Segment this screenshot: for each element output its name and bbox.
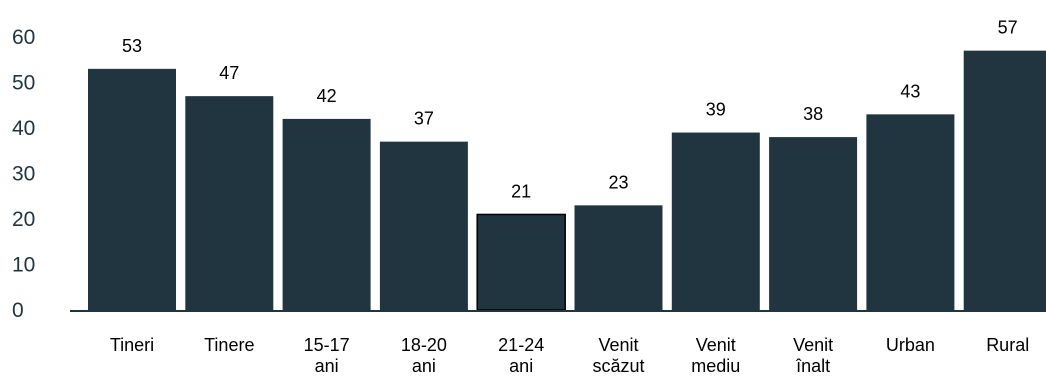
data-label: 57 <box>998 18 1018 38</box>
bar <box>88 68 176 310</box>
x-tick-label: Tinere <box>204 335 254 355</box>
y-tick-label: 40 <box>12 117 35 140</box>
bar <box>671 132 760 310</box>
data-labels: 53 47 42 37 21 23 39 38 43 57 <box>122 18 1018 202</box>
bar <box>185 96 274 311</box>
x-tick-label: Venit scăzut <box>592 335 644 376</box>
bar <box>282 118 371 311</box>
y-tick-label: 0 <box>12 299 24 322</box>
data-label: 39 <box>706 100 726 120</box>
data-label: 21 <box>511 181 531 201</box>
y-tick-label: 30 <box>12 163 35 186</box>
bar <box>963 50 1046 311</box>
y-tick-label: 10 <box>12 254 35 277</box>
y-tick-label: 20 <box>12 208 35 231</box>
x-tick-label: Urban <box>886 335 935 355</box>
x-axis: Tineri Tinere 15-17 ani 18-20 ani 21-24 ani Veni… <box>110 335 1029 376</box>
x-tick-label: 15-17 ani <box>304 335 350 376</box>
bars <box>88 50 1046 311</box>
x-tick-label: Venit mediu <box>691 335 740 376</box>
x-tick-label: Venit înalt <box>793 335 833 376</box>
bar <box>379 141 468 310</box>
data-label: 37 <box>414 109 434 129</box>
bar <box>866 114 955 310</box>
x-tick-label: 21-24 ani <box>498 335 544 376</box>
bar <box>476 213 566 311</box>
bar <box>769 137 858 310</box>
data-label: 42 <box>317 86 337 106</box>
data-label: 38 <box>803 104 823 124</box>
x-tick-label: 18-20 ani <box>401 335 447 376</box>
data-label: 47 <box>219 63 239 83</box>
data-label: 23 <box>608 172 628 192</box>
y-tick-label: 60 <box>12 26 35 49</box>
y-axis: 0 10 20 30 40 50 60 <box>12 26 35 322</box>
bar <box>574 205 663 310</box>
data-label: 53 <box>122 36 142 56</box>
x-tick-label: Tineri <box>110 335 154 355</box>
data-label: 43 <box>900 81 920 101</box>
y-tick-label: 50 <box>12 72 35 95</box>
x-tick-label: Rural <box>986 335 1029 355</box>
